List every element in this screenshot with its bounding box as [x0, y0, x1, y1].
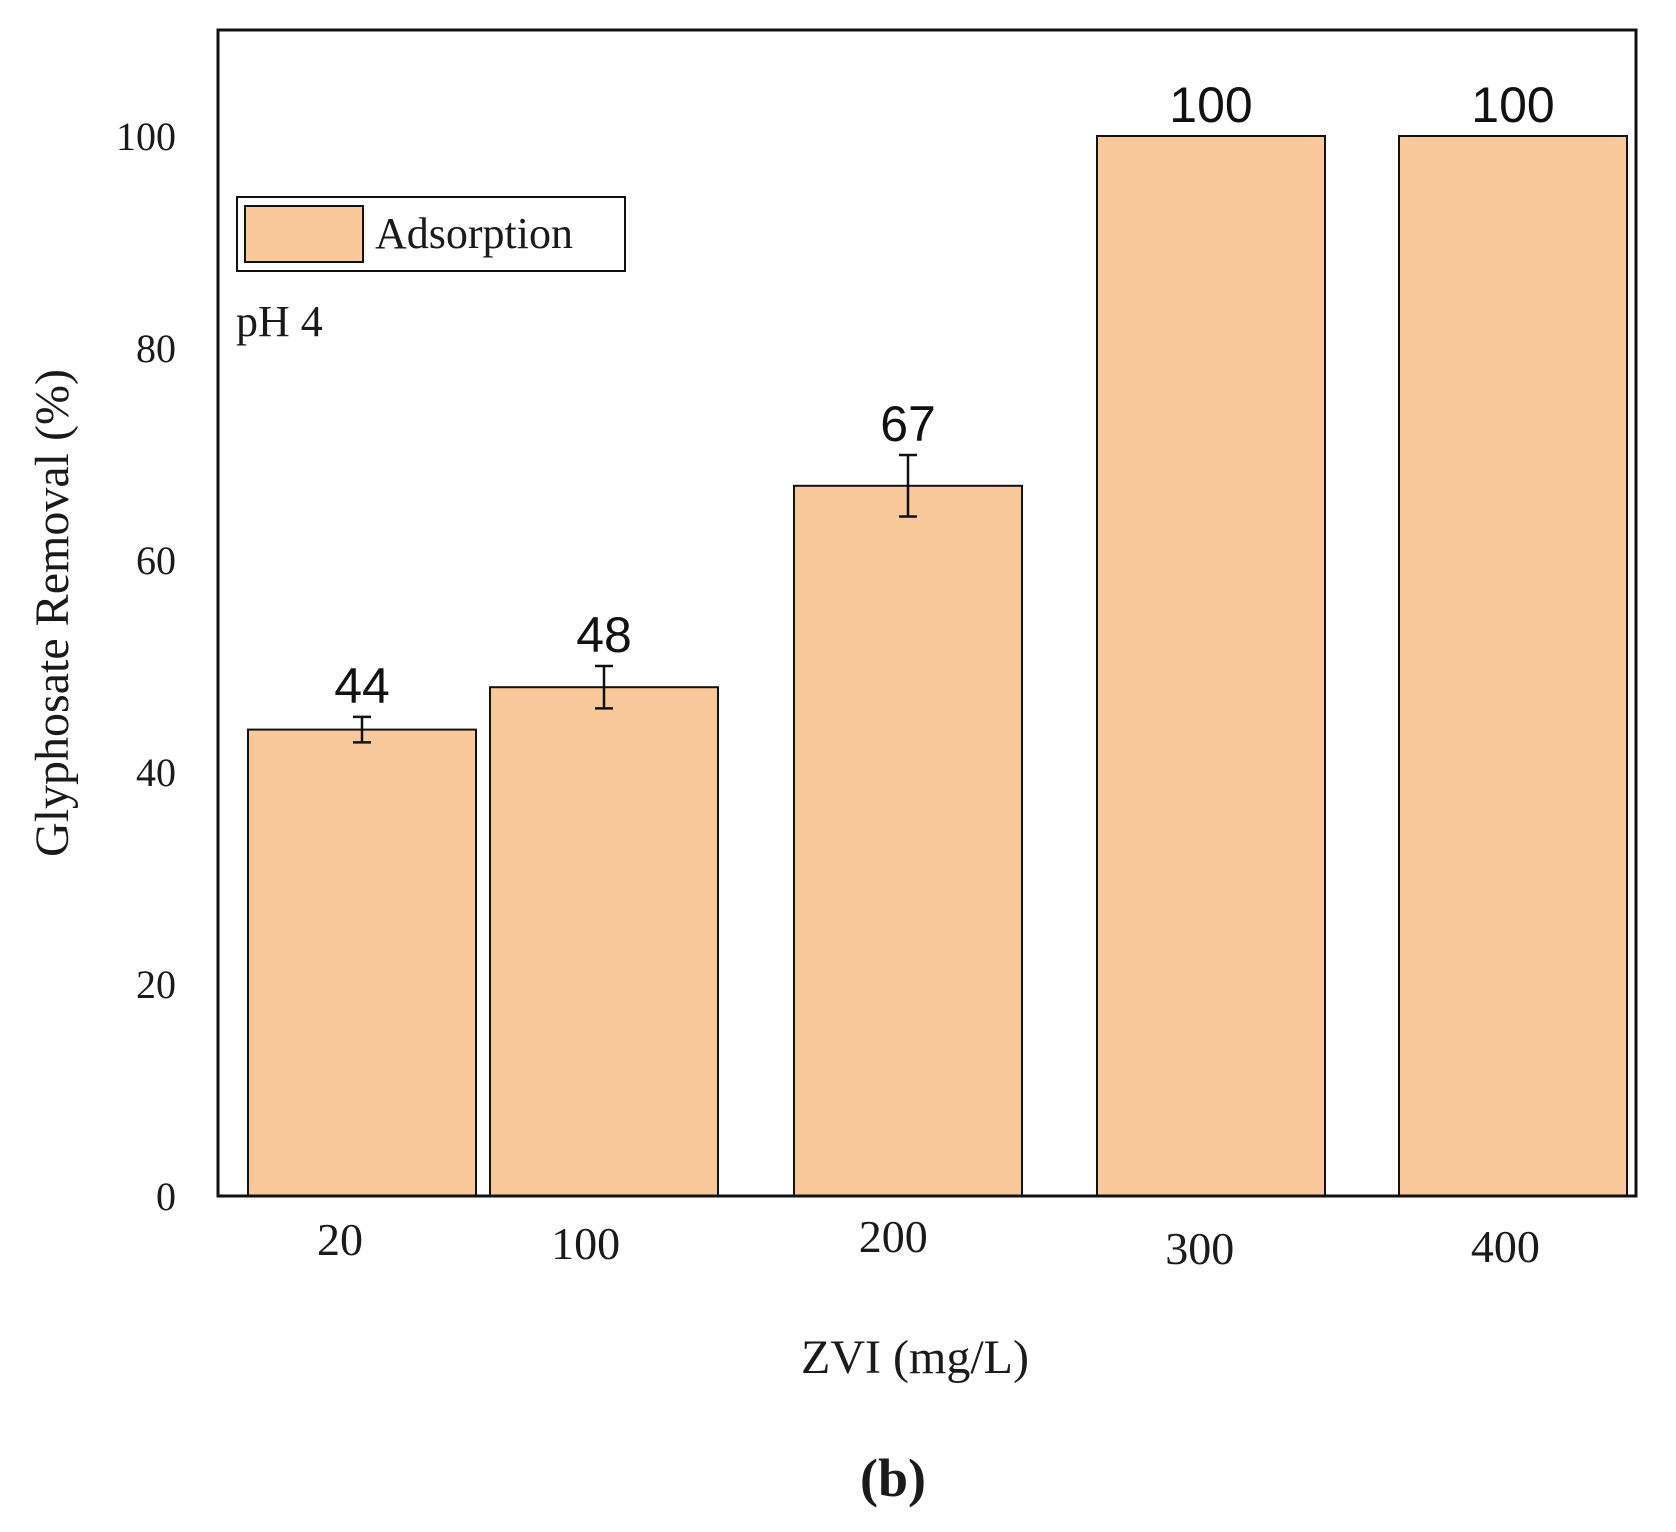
y-axis-ticks: 0 20 40 60 80 100 — [116, 114, 176, 1219]
data-label-20: 44 — [334, 658, 390, 714]
bars-layer — [247, 135, 1628, 1197]
data-label-100: 48 — [576, 607, 632, 663]
bar-100 — [489, 686, 719, 1197]
y-tick-label-20: 20 — [136, 962, 176, 1007]
legend: Adsorption — [236, 196, 626, 272]
data-label-300: 100 — [1169, 77, 1252, 133]
bar-400 — [1398, 135, 1628, 1197]
y-tick-label-100: 100 — [116, 114, 176, 159]
x-tick-label-400: 400 — [1471, 1221, 1540, 1272]
y-tick-label-60: 60 — [136, 538, 176, 583]
ph-annotation: pH 4 — [236, 297, 323, 346]
data-label-400: 100 — [1471, 77, 1554, 133]
x-axis-ticks: 20 100 200 300 400 — [317, 1211, 1540, 1274]
x-axis-title: ZVI (mg/L) — [801, 1331, 1029, 1384]
x-tick-label-20: 20 — [317, 1214, 363, 1265]
y-tick-label-0: 0 — [156, 1174, 176, 1219]
x-tick-label-200: 200 — [859, 1211, 928, 1262]
plot-frame — [216, 28, 1638, 1198]
legend-swatch — [244, 205, 364, 263]
bar-200 — [793, 484, 1023, 1197]
x-tick-label-100: 100 — [551, 1218, 620, 1269]
error-bars-layer — [353, 453, 917, 744]
y-axis-title: Glyphosate Removal (%) — [26, 369, 79, 857]
error-bar-200 — [899, 453, 917, 518]
bar-300 — [1096, 135, 1326, 1197]
data-labels-layer: 44 48 67 100 100 — [334, 77, 1555, 714]
figure-caption: (b) — [860, 1448, 926, 1508]
bar-20 — [247, 728, 477, 1197]
error-bar-20 — [353, 715, 371, 744]
data-label-200: 67 — [880, 396, 936, 452]
legend-label: Adsorption — [375, 209, 573, 258]
y-tick-label-40: 40 — [136, 750, 176, 795]
x-tick-label-300: 300 — [1165, 1223, 1234, 1274]
error-bar-100 — [595, 664, 613, 710]
y-tick-label-80: 80 — [136, 326, 176, 371]
